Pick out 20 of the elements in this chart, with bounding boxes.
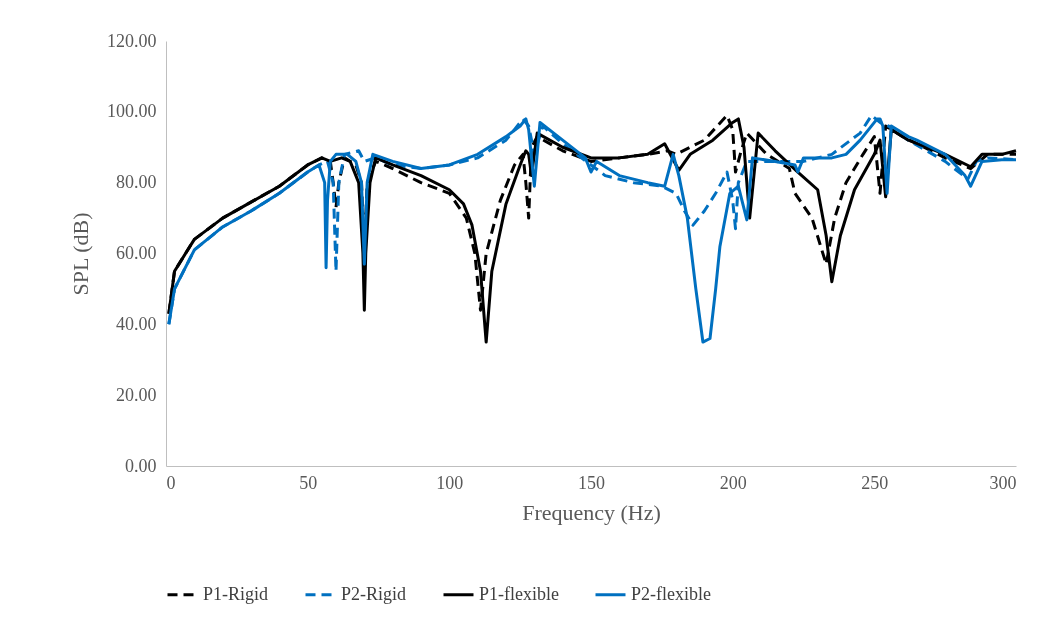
legend-label: P1-flexible [479,583,559,604]
y-axis-title: SPL (dB) [68,212,93,296]
legend-label: P2-flexible [631,583,711,604]
y-tick-label: 100.00 [107,101,157,122]
x-tick-label: 200 [719,472,747,493]
x-tick-label: 50 [299,472,318,493]
y-tick-label: 20.00 [116,384,157,405]
x-tick-label: 100 [436,472,464,493]
x-tick-label: 150 [578,472,605,493]
y-tick-label: 0.00 [125,455,157,476]
x-tick-label: 300 [989,472,1017,493]
y-tick-label: 40.00 [116,313,157,334]
y-tick-label: 80.00 [116,172,157,193]
x-tick-label: 250 [861,472,889,493]
y-tick-label: 120.00 [107,30,157,51]
x-tick-label: 0 [166,472,176,493]
x-axis-title: Frequency (Hz) [522,499,661,525]
y-tick-label: 60.00 [116,243,157,263]
legend-label: P1-Rigid [203,583,269,604]
legend-label: P2-Rigid [341,583,407,604]
